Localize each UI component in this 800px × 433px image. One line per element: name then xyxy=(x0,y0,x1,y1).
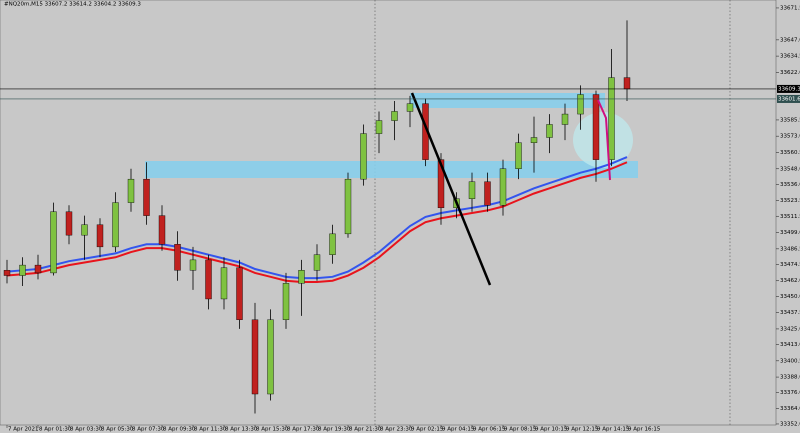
zone xyxy=(145,161,638,178)
candle-body xyxy=(561,113,569,125)
x-tick-label: 7 Apr 2021 xyxy=(8,427,39,433)
candle-body xyxy=(127,178,135,203)
candle-body xyxy=(468,181,476,199)
candle-body xyxy=(65,211,73,236)
price-label-box xyxy=(777,94,800,103)
candle-body xyxy=(236,267,243,320)
candle-body xyxy=(406,103,414,112)
x-tick-label: 9 Apr 14:15 xyxy=(597,427,630,433)
candle-body xyxy=(189,259,197,271)
chart-title: #NQ20m,M15 33607.2 33614.2 33604.2 33609… xyxy=(4,2,141,8)
candle-body xyxy=(96,224,104,248)
y-tick-label: 33671.5 xyxy=(780,5,800,11)
candle-body xyxy=(437,159,445,209)
candle-body xyxy=(251,319,259,395)
y-tick-label: 33634.5 xyxy=(780,54,800,60)
y-tick-label: 33364.0 xyxy=(780,406,800,412)
y-tick-label: 33437.5 xyxy=(780,310,800,316)
y-tick-label: 33462.0 xyxy=(780,278,800,284)
candle-body xyxy=(499,168,507,206)
moving-average xyxy=(6,161,628,284)
candle-body xyxy=(112,202,119,248)
candle-body xyxy=(515,142,522,169)
candle-body xyxy=(19,264,26,276)
candle-body xyxy=(158,215,166,245)
x-tick-label: 8 Apr 17:30 xyxy=(287,427,320,433)
y-tick-label: 33523.5 xyxy=(780,198,800,204)
price-label: 33601.6 xyxy=(778,96,800,102)
candle-body xyxy=(282,283,290,320)
plot-area xyxy=(0,0,777,426)
x-tick-label: 8 Apr 11:30 xyxy=(194,427,227,433)
candle-body xyxy=(34,264,42,274)
x-tick-label: 8 Apr 23:30 xyxy=(380,427,413,433)
x-tick-label: 8 Apr 05:30 xyxy=(101,427,134,433)
y-tick-label: 33548.0 xyxy=(780,166,800,172)
candle-body xyxy=(313,254,321,271)
y-tick-label: 33413.0 xyxy=(780,342,800,348)
y-tick-label: 33376.0 xyxy=(780,390,800,396)
y-tick-label: 33511.5 xyxy=(780,214,800,220)
x-tick-label: 9 Apr 08:15 xyxy=(504,427,537,433)
y-tick-label: 33400.5 xyxy=(780,358,800,364)
drawing xyxy=(597,99,611,181)
candle-body xyxy=(81,224,88,236)
x-tick-label: 8 Apr 13:30 xyxy=(225,427,258,433)
x-tick-label: 8 Apr 19:30 xyxy=(318,427,351,433)
candle-body xyxy=(50,211,57,274)
candle-body xyxy=(360,133,367,180)
x-tick-label: 9 Apr 16:15 xyxy=(628,427,661,433)
trend-line xyxy=(410,92,492,286)
y-tick-label: 33499.0 xyxy=(780,230,800,236)
y-tick-label: 33474.5 xyxy=(780,262,800,268)
candle-body xyxy=(298,270,305,284)
candle-body xyxy=(577,94,584,115)
candle-body xyxy=(391,111,398,121)
x-tick-label: 8 Apr 07:30 xyxy=(132,427,165,433)
x-tick-label: 9 Apr 10:15 xyxy=(535,427,568,433)
x-tick-label: 8 Apr 21:30 xyxy=(349,427,382,433)
candle-body xyxy=(329,233,336,255)
x-tick-label: 8 Apr 01:30 xyxy=(39,427,72,433)
price-label-box xyxy=(777,84,800,93)
y-tick-label: 33560.5 xyxy=(780,150,800,156)
candle-body xyxy=(592,94,600,160)
x-tick-label: 8 Apr 15:30 xyxy=(256,427,289,433)
candle-body xyxy=(220,267,228,300)
zone xyxy=(410,93,605,108)
candle-body xyxy=(267,319,274,395)
y-tick-label: 33585.5 xyxy=(780,117,800,123)
price-label: 33609.3 xyxy=(778,86,800,92)
x-tick-label: 9 Apr 02:15 xyxy=(411,427,444,433)
x-tick-label: 9 Apr 06:15 xyxy=(473,427,506,433)
y-tick-label: 33486.5 xyxy=(780,246,800,252)
x-tick-label: 9 Apr 04:15 xyxy=(442,427,475,433)
candle-body xyxy=(484,181,491,206)
candle-body xyxy=(623,77,631,90)
y-tick-label: 33622.0 xyxy=(780,70,800,76)
x-tick-label: 8 Apr 03:30 xyxy=(70,427,103,433)
y-tick-label: 33425.0 xyxy=(780,326,800,332)
candle-body xyxy=(608,77,615,160)
y-tick-label: 33573.0 xyxy=(780,134,800,140)
y-tick-label: 33450.0 xyxy=(780,294,800,300)
candle-body xyxy=(375,120,383,134)
y-tick-label: 33388.0 xyxy=(780,375,800,381)
x-tick-label: 9 Apr 12:15 xyxy=(566,427,599,433)
candle-body xyxy=(3,270,11,276)
candle-body xyxy=(546,124,553,138)
candle-body xyxy=(143,178,150,216)
x-tick-label: 8 Apr 09:30 xyxy=(163,427,196,433)
y-tick-label: 33352.0 xyxy=(780,421,800,427)
highlight xyxy=(573,112,633,168)
candle-body xyxy=(205,259,212,300)
y-tick-label: 33647.0 xyxy=(780,37,800,43)
candle-body xyxy=(344,178,352,235)
y-tick-label: 33536.0 xyxy=(780,182,800,188)
candle-body xyxy=(174,244,181,271)
candle-body xyxy=(530,137,538,143)
